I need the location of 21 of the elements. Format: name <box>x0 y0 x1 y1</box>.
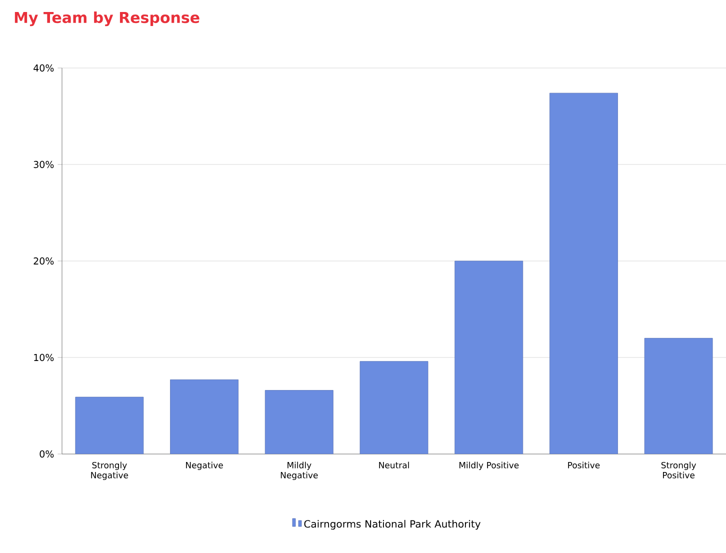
y-tick-label: 40% <box>34 64 54 72</box>
y-tick-label: 0% <box>40 450 54 458</box>
chart-title: My Team by Response <box>14 12 200 26</box>
x-tick-label: Positive <box>568 462 600 468</box>
bar <box>454 260 524 454</box>
bar <box>170 379 238 454</box>
bar <box>264 390 334 454</box>
legend-label: Cairngorms National Park Authority <box>304 520 480 530</box>
x-tick-label: Mildly Negative <box>280 462 318 480</box>
y-tick-label: 10% <box>34 354 54 362</box>
x-tick-label: Negative <box>186 462 223 470</box>
bar <box>360 361 428 454</box>
x-tick-label: Strongly Negative <box>91 462 128 480</box>
bar <box>644 338 713 454</box>
bar <box>75 396 144 454</box>
bar <box>550 92 618 454</box>
x-tick-label: Mildly Positive <box>459 462 519 470</box>
y-tick-label: 20% <box>34 257 54 265</box>
y-tick-label: 30% <box>34 160 54 168</box>
x-tick-label: Neutral <box>379 462 409 468</box>
x-tick-label: Strongly Positive <box>661 462 696 478</box>
